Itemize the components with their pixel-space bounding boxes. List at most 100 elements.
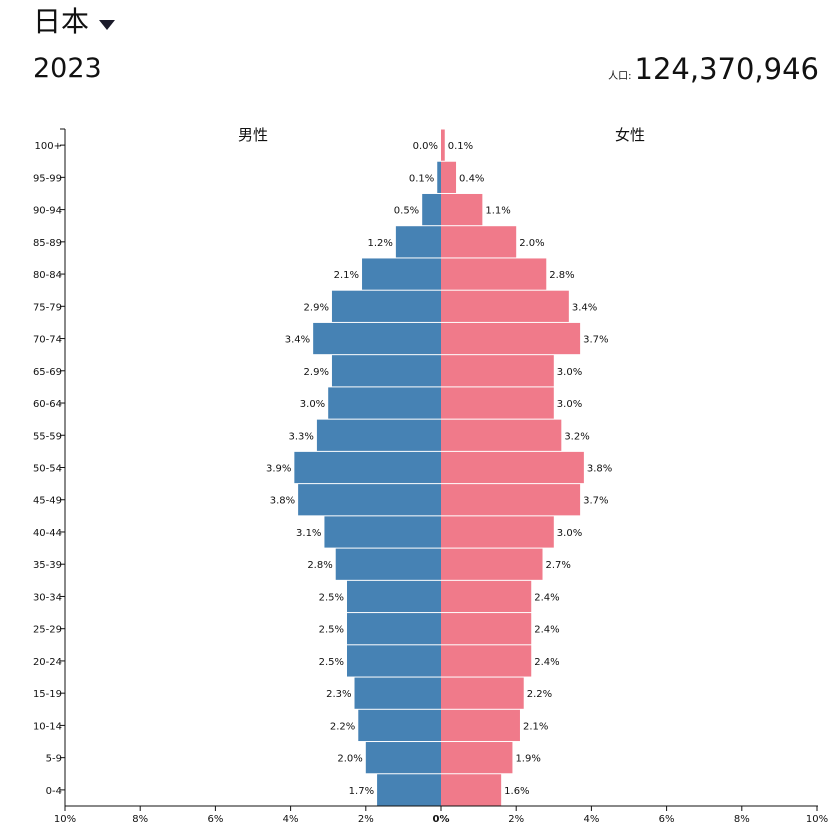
y-tick-label: 40-44 <box>33 528 62 539</box>
male-bar-85-89 <box>395 226 441 258</box>
female-bar-90-94 <box>441 193 483 226</box>
female-value-label: 3.8% <box>587 464 612 475</box>
male-value-label: 3.4% <box>285 335 310 346</box>
female-bar-70-74 <box>441 322 581 355</box>
female-value-label: 2.7% <box>546 560 571 571</box>
bars-layer <box>294 129 584 806</box>
female-bar-20-24 <box>441 645 532 677</box>
x-tick-label: 8% <box>132 814 148 825</box>
header: 日本 2023 人口: 124,370,946 <box>0 0 831 100</box>
male-value-label: 1.7% <box>349 786 374 797</box>
male-value-label: 3.8% <box>270 496 295 507</box>
male-value-label: 3.3% <box>289 431 314 442</box>
female-value-label: 2.1% <box>523 721 548 732</box>
y-tick-label: 100+ <box>35 141 62 152</box>
female-bar-0-4 <box>441 774 502 806</box>
female-bar-40-44 <box>441 516 554 548</box>
female-value-label: 3.4% <box>572 302 597 313</box>
female-bar-85-89 <box>441 226 517 258</box>
male-series-label: 男性 <box>238 126 268 144</box>
female-value-label: 2.4% <box>534 592 559 603</box>
x-tick-label: 0% <box>433 814 450 825</box>
y-tick-label: 65-69 <box>33 367 62 378</box>
country-selector[interactable]: 日本 <box>33 4 116 40</box>
male-value-label: 3.0% <box>300 399 325 410</box>
male-bar-15-19 <box>354 677 441 709</box>
female-value-label: 2.2% <box>527 689 552 700</box>
labels-layer: 1.7% 1.6% 2.0% 1.9% 2.2% 2.1% 2.3% 2.2% 2.5% 2.4%… <box>266 141 612 797</box>
female-bar-30-34 <box>441 580 532 613</box>
male-value-label: 0.0% <box>413 141 438 152</box>
caret-down-icon <box>99 20 116 30</box>
male-value-label: 2.5% <box>319 657 344 668</box>
male-bar-55-59 <box>316 419 441 451</box>
female-bar-10-14 <box>441 709 520 742</box>
y-tick-label: 95-99 <box>33 173 62 184</box>
male-bar-20-24 <box>347 645 441 677</box>
x-tick-label: 4% <box>283 814 299 825</box>
male-value-label: 1.2% <box>367 238 392 249</box>
male-bar-0-4 <box>377 774 441 806</box>
female-bar-25-29 <box>441 613 532 645</box>
male-value-label: 0.5% <box>394 206 419 217</box>
y-tick-label: 5-9 <box>46 754 62 765</box>
female-value-label: 2.4% <box>534 657 559 668</box>
female-bar-75-79 <box>441 290 569 322</box>
female-value-label: 1.9% <box>515 754 540 765</box>
male-bar-95-99 <box>437 161 441 193</box>
female-series-label: 女性 <box>615 126 645 144</box>
female-bar-55-59 <box>441 419 562 451</box>
y-tick-label: 15-19 <box>33 689 62 700</box>
male-value-label: 2.2% <box>330 721 355 732</box>
male-bar-40-44 <box>324 516 441 548</box>
female-bar-35-39 <box>441 548 543 580</box>
male-value-label: 2.5% <box>319 625 344 636</box>
female-value-label: 1.1% <box>485 206 510 217</box>
male-value-label: 2.8% <box>307 560 332 571</box>
male-bar-35-39 <box>335 548 441 580</box>
population: 人口: 124,370,946 <box>608 52 819 86</box>
y-tick-label: 30-34 <box>33 592 62 603</box>
male-bar-60-64 <box>328 387 441 419</box>
female-bar-80-84 <box>441 258 547 290</box>
x-tick-label: 2% <box>508 814 524 825</box>
female-bar-50-54 <box>441 451 584 484</box>
x-tick-label: 10% <box>806 814 828 825</box>
male-value-label: 3.9% <box>266 464 291 475</box>
female-value-label: 0.1% <box>448 141 473 152</box>
year-label: 2023 <box>33 53 102 84</box>
male-value-label: 2.3% <box>326 689 351 700</box>
male-value-label: 2.9% <box>304 302 329 313</box>
male-bar-50-54 <box>294 451 441 484</box>
y-tick-label: 25-29 <box>33 625 62 636</box>
y-tick-label: 50-54 <box>33 464 62 475</box>
y-tick-label: 20-24 <box>33 657 62 668</box>
female-value-label: 2.0% <box>519 238 544 249</box>
male-bar-80-84 <box>362 258 441 290</box>
x-tick-label: 10% <box>54 814 76 825</box>
y-tick-label: 10-14 <box>33 721 62 732</box>
male-bar-70-74 <box>313 322 441 355</box>
x-tick-label: 4% <box>583 814 599 825</box>
female-value-label: 3.0% <box>557 399 582 410</box>
x-tick-label: 6% <box>659 814 675 825</box>
male-value-label: 2.5% <box>319 592 344 603</box>
female-bar-5-9 <box>441 742 513 774</box>
male-bar-10-14 <box>358 709 441 742</box>
female-value-label: 0.4% <box>459 173 484 184</box>
x-tick-label: 8% <box>734 814 750 825</box>
female-bar-15-19 <box>441 677 524 709</box>
male-value-label: 2.9% <box>304 367 329 378</box>
male-value-label: 2.0% <box>337 754 362 765</box>
population-value: 124,370,946 <box>634 52 820 86</box>
male-bar-30-34 <box>347 580 441 613</box>
female-bar-65-69 <box>441 355 554 387</box>
male-bar-45-49 <box>298 484 441 516</box>
male-value-label: 2.1% <box>334 270 359 281</box>
male-value-label: 3.1% <box>296 528 321 539</box>
female-value-label: 3.7% <box>583 335 608 346</box>
male-bar-5-9 <box>365 742 441 774</box>
female-value-label: 3.0% <box>557 367 582 378</box>
y-tick-label: 90-94 <box>33 206 62 217</box>
